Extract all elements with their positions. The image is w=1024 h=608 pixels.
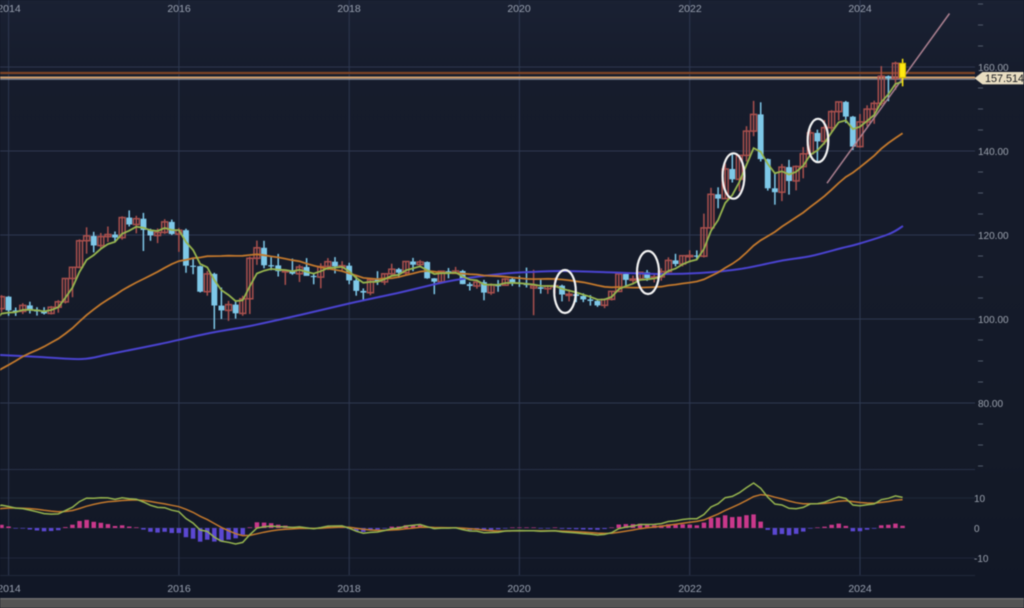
svg-text:2016: 2016: [167, 583, 191, 595]
svg-text:2022: 2022: [678, 3, 702, 15]
svg-text:2020: 2020: [507, 3, 531, 15]
svg-text:2024: 2024: [848, 3, 872, 15]
svg-text:100.00: 100.00: [978, 315, 1009, 326]
svg-text:2018: 2018: [337, 3, 361, 15]
svg-text:80.00: 80.00: [978, 399, 1003, 410]
svg-text:0: 0: [974, 524, 980, 535]
svg-text:2022: 2022: [678, 583, 702, 595]
svg-text:120.00: 120.00: [978, 231, 1009, 242]
svg-text:2016: 2016: [167, 3, 191, 15]
svg-text:157.514: 157.514: [985, 73, 1024, 85]
svg-text:2020: 2020: [507, 583, 531, 595]
svg-text:140.00: 140.00: [978, 147, 1009, 158]
svg-text:2024: 2024: [848, 583, 872, 595]
svg-text:-10: -10: [974, 554, 989, 565]
svg-text:2014: 2014: [0, 583, 21, 595]
svg-text:2018: 2018: [337, 583, 361, 595]
svg-text:160.00: 160.00: [978, 63, 1009, 74]
svg-text:10: 10: [974, 494, 986, 505]
svg-text:2014: 2014: [0, 3, 21, 15]
